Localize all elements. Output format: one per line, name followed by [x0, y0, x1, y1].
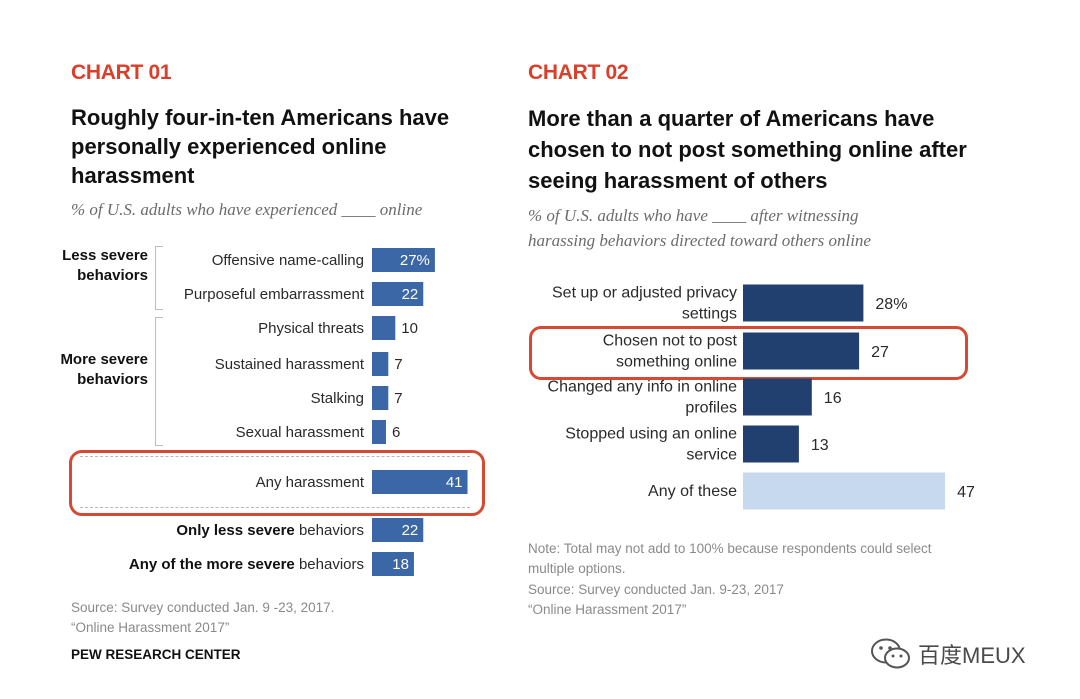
value-label-any-of-the-more-severe-behaviors: 18 — [392, 556, 409, 573]
value-label-sexual-harassment: 6 — [392, 424, 400, 441]
value-label-only-less-severe-behaviors: 22 — [402, 522, 419, 539]
bar-physical-threats — [372, 316, 396, 340]
value-label-purposeful-embarrassment: 22 — [402, 286, 419, 303]
wechat-icon — [871, 638, 910, 669]
value-label-chosen-not-to-post-something-online: 27 — [871, 344, 889, 361]
bar-sexual-harassment — [372, 420, 386, 444]
category-label-purposeful-embarrassment: Purposeful embarrassment — [184, 286, 365, 303]
value-label-any-of-these: 47 — [957, 484, 975, 501]
bar-stopped-using-an-online-service — [743, 425, 799, 463]
chart-01-subtitle: % of U.S. adults who have experienced __… — [71, 200, 423, 219]
chart-01-source-line-1: Source: Survey conducted Jan. 9 -23, 201… — [71, 600, 335, 615]
bar-only-less-severe-behaviors — [372, 518, 424, 542]
chart-02-subtitle-line-1: % of U.S. adults who have ____ after wit… — [528, 206, 859, 225]
chart-02-note-line-1: Note: Total may not add to 100% because … — [528, 541, 932, 556]
bar-sustained-harassment — [372, 352, 389, 376]
category-label-chosen-not-to-post-something-online: Chosen not to post something online — [603, 333, 738, 371]
pew-credit: PEW RESEARCH CENTER — [71, 647, 241, 662]
category-label-any-of-these: Any of these — [648, 483, 737, 500]
category-label-any-of-the-more-severe-behaviors: Any of the more severe behaviors — [129, 556, 364, 573]
bar-any-of-the-more-severe-behaviors — [372, 552, 414, 576]
value-label-sustained-harassment: 7 — [394, 356, 402, 373]
chart-02-note-line-2: multiple options. — [528, 561, 626, 576]
bar-changed-any-info-in-online-profiles — [743, 378, 812, 416]
watermark-text: 百度MEUX — [918, 643, 1026, 668]
value-label-offensive-name-calling: 27% — [400, 252, 430, 269]
value-label-stalking: 7 — [394, 390, 402, 407]
category-label-sustained-harassment: Sustained harassment — [215, 356, 365, 373]
category-label-set-up-or-adjusted-privacy-settings: Set up or adjusted privacy settings — [552, 285, 737, 323]
category-label-offensive-name-calling: Offensive name-calling — [212, 252, 364, 269]
chart-01-title: Roughly four-in-ten Americans have perso… — [71, 105, 450, 188]
dashed-divider-top — [80, 456, 470, 457]
watermark: 百度MEUX — [870, 637, 1026, 671]
value-label-physical-threats: 10 — [401, 320, 418, 337]
category-label-any-harassment: Any harassment — [256, 474, 365, 491]
bar-purposeful-embarrassment — [372, 282, 424, 306]
bracket-less-severe — [155, 246, 163, 310]
bar-offensive-name-calling — [372, 248, 435, 272]
value-label-changed-any-info-in-online-profiles: 16 — [824, 390, 842, 407]
category-label-changed-any-info-in-online-profiles: Changed any info in online profiles — [548, 379, 738, 417]
category-label-stalking: Stalking — [311, 390, 364, 407]
chart-02-tag: CHART 02 — [528, 61, 629, 84]
bracket-more-severe — [155, 317, 163, 446]
chart-01-source-line-2: “Online Harassment 2017” — [71, 620, 230, 635]
bar-stalking — [372, 386, 389, 410]
chart-02-note-line-4: “Online Harassment 2017” — [528, 602, 687, 617]
chart-02-note-line-3: Source: Survey conducted Jan. 9-23, 2017 — [528, 582, 784, 597]
category-label-physical-threats: Physical threats — [258, 320, 364, 337]
bar-set-up-or-adjusted-privacy-settings — [743, 284, 864, 322]
category-label-only-less-severe-behaviors: Only less severe behaviors — [176, 522, 364, 539]
group-label-less-severe: Less severe behaviors — [62, 247, 148, 284]
value-label-set-up-or-adjusted-privacy-settings: 28% — [875, 296, 907, 313]
category-label-sexual-harassment: Sexual harassment — [236, 424, 365, 441]
bar-any-harassment — [372, 470, 468, 494]
chart-02-subtitle-line-2: harassing behaviors directed toward othe… — [528, 231, 871, 250]
category-label-stopped-using-an-online-service: Stopped using an online service — [565, 426, 737, 464]
chart-02-title: More than a quarter of Americans have ch… — [528, 106, 967, 193]
value-label-stopped-using-an-online-service: 13 — [811, 437, 829, 454]
group-label-more-severe: More severe behaviors — [60, 351, 148, 388]
bar-any-of-these — [743, 472, 946, 510]
highlight-any-harassment — [69, 450, 485, 516]
bar-chosen-not-to-post-something-online — [743, 332, 860, 370]
value-label-any-harassment: 41 — [446, 474, 463, 491]
chart-01-tag: CHART 01 — [71, 61, 172, 84]
dashed-divider-bottom — [80, 507, 470, 508]
